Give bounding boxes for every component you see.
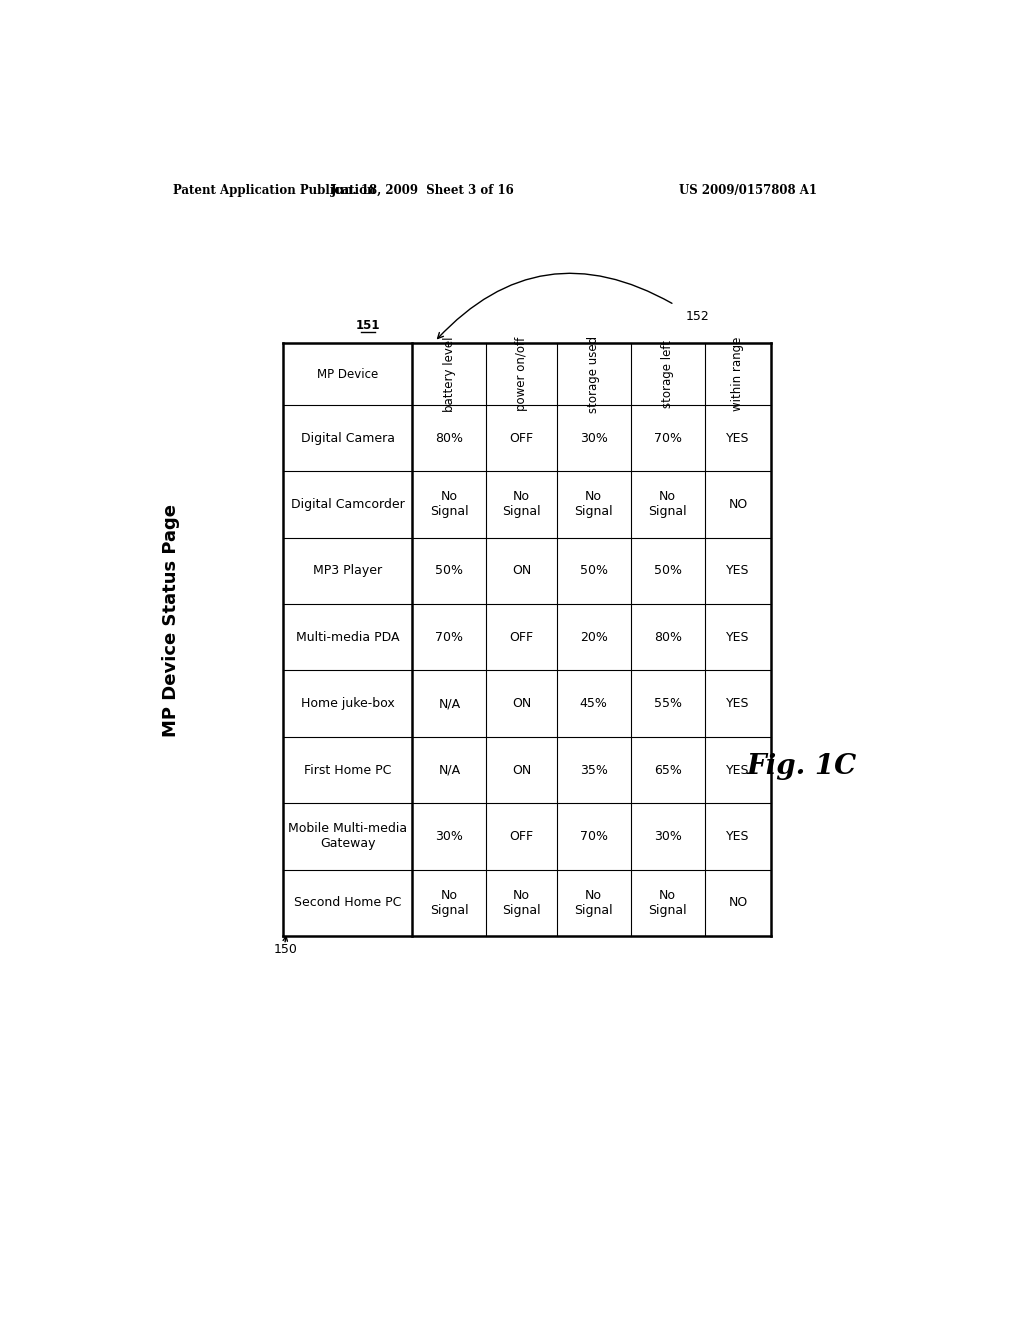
Text: 151: 151	[356, 318, 381, 331]
Text: YES: YES	[726, 631, 750, 644]
Text: YES: YES	[726, 432, 750, 445]
FancyArrowPatch shape	[437, 273, 672, 338]
Text: 50%: 50%	[653, 565, 682, 577]
Text: No
Signal: No Signal	[648, 888, 687, 917]
Text: Fig. 1C: Fig. 1C	[748, 754, 857, 780]
Text: MP Device Status Page: MP Device Status Page	[162, 504, 179, 737]
Text: 65%: 65%	[653, 763, 682, 776]
Text: ON: ON	[512, 763, 531, 776]
Text: NO: NO	[728, 896, 748, 909]
Text: Digital Camcorder: Digital Camcorder	[291, 498, 404, 511]
Text: OFF: OFF	[510, 432, 534, 445]
Text: No
Signal: No Signal	[430, 491, 469, 519]
Text: No
Signal: No Signal	[574, 888, 613, 917]
Text: Digital Camera: Digital Camera	[301, 432, 394, 445]
Text: 20%: 20%	[580, 631, 607, 644]
Text: 30%: 30%	[653, 830, 682, 843]
Text: within range: within range	[731, 337, 744, 412]
Text: OFF: OFF	[510, 830, 534, 843]
Text: 70%: 70%	[653, 432, 682, 445]
Text: MP3 Player: MP3 Player	[313, 565, 382, 577]
Text: No
Signal: No Signal	[574, 491, 613, 519]
Text: storage used: storage used	[587, 335, 600, 413]
Text: N/A: N/A	[438, 763, 461, 776]
Text: power on/off: power on/off	[515, 337, 528, 411]
Text: YES: YES	[726, 565, 750, 577]
Text: 70%: 70%	[580, 830, 607, 843]
Text: No
Signal: No Signal	[430, 888, 469, 917]
Text: 55%: 55%	[653, 697, 682, 710]
Text: 50%: 50%	[580, 565, 607, 577]
Text: No
Signal: No Signal	[648, 491, 687, 519]
Text: 35%: 35%	[580, 763, 607, 776]
Text: First Home PC: First Home PC	[304, 763, 391, 776]
Text: OFF: OFF	[510, 631, 534, 644]
Text: battery level: battery level	[443, 337, 456, 412]
Text: 50%: 50%	[435, 565, 464, 577]
Text: storage left: storage left	[662, 341, 674, 408]
Text: YES: YES	[726, 830, 750, 843]
Text: N/A: N/A	[438, 697, 461, 710]
Text: Patent Application Publication: Patent Application Publication	[173, 185, 376, 197]
Text: Multi-media PDA: Multi-media PDA	[296, 631, 399, 644]
Text: 152: 152	[686, 310, 710, 323]
Text: MP Device: MP Device	[317, 367, 378, 380]
Text: 30%: 30%	[580, 432, 607, 445]
Text: Jun. 18, 2009  Sheet 3 of 16: Jun. 18, 2009 Sheet 3 of 16	[331, 185, 514, 197]
Text: NO: NO	[728, 498, 748, 511]
Text: No
Signal: No Signal	[502, 491, 541, 519]
Text: YES: YES	[726, 697, 750, 710]
Text: 80%: 80%	[653, 631, 682, 644]
Text: 30%: 30%	[435, 830, 464, 843]
Text: ON: ON	[512, 565, 531, 577]
Text: ON: ON	[512, 697, 531, 710]
Text: No
Signal: No Signal	[502, 888, 541, 917]
Text: 150: 150	[273, 942, 298, 956]
Text: YES: YES	[726, 763, 750, 776]
Text: Home juke-box: Home juke-box	[301, 697, 394, 710]
Text: Second Home PC: Second Home PC	[294, 896, 401, 909]
Text: Mobile Multi-media
Gateway: Mobile Multi-media Gateway	[288, 822, 408, 850]
Text: US 2009/0157808 A1: US 2009/0157808 A1	[679, 185, 817, 197]
Text: 80%: 80%	[435, 432, 464, 445]
Text: 45%: 45%	[580, 697, 607, 710]
Text: 70%: 70%	[435, 631, 464, 644]
